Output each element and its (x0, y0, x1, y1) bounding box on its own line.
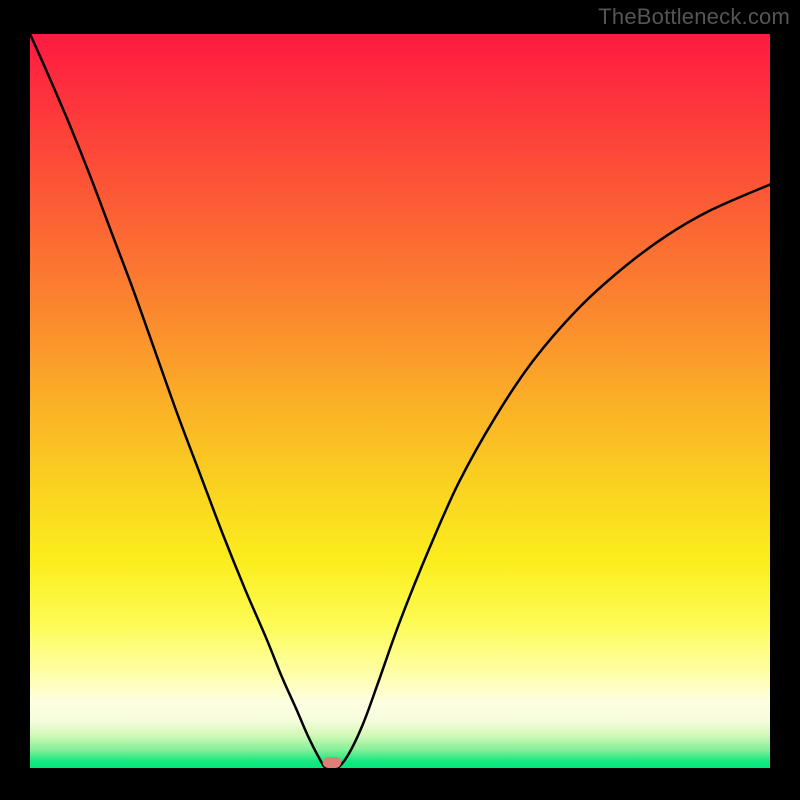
watermark-text: TheBottleneck.com (598, 4, 790, 30)
bottleneck-chart (0, 0, 800, 800)
plot-background (30, 34, 770, 768)
optimum-marker (323, 757, 342, 768)
